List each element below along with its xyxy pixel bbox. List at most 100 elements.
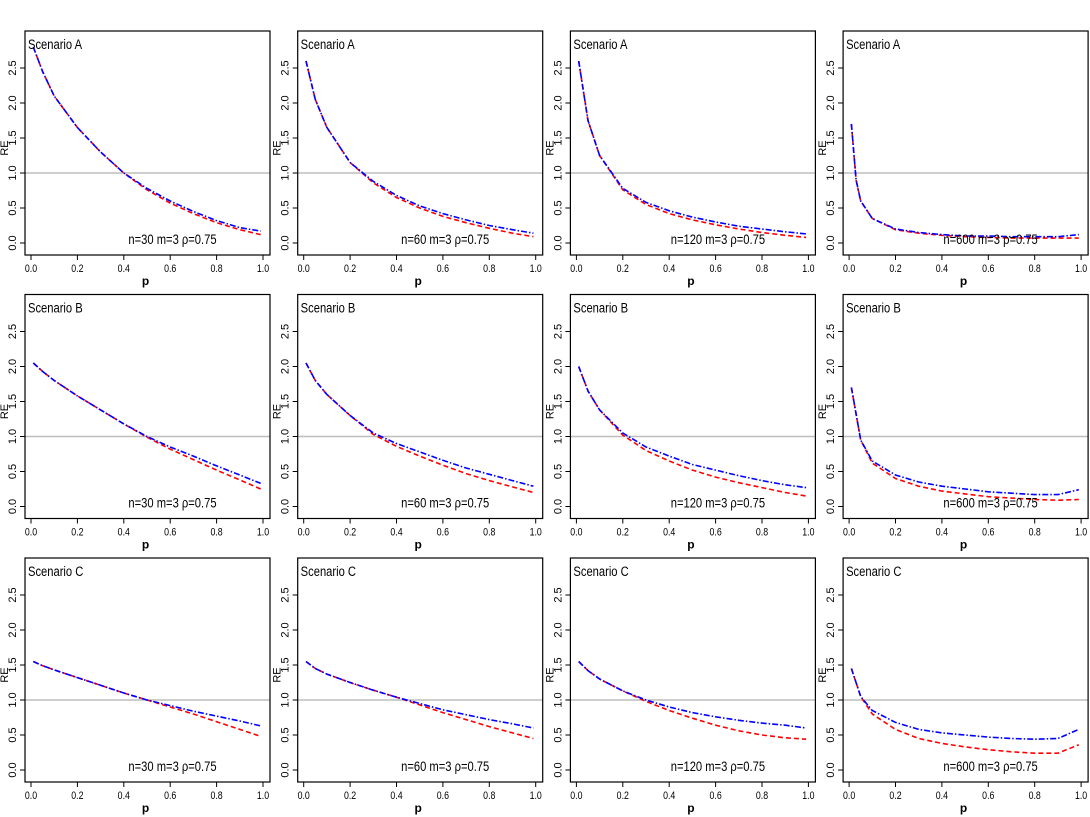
chart-panel: 0.0 0.2 0.4 0.6 0.8 1.0 0.0 0.5 1.0 1.5 2.0 2.5 RE p S…	[0, 30, 271, 288]
plot-frame	[569, 557, 817, 783]
x-tick-label: 0.8	[210, 263, 223, 275]
x-tick-label: 0.8	[483, 263, 496, 275]
y-axis-label: RE	[544, 667, 556, 682]
y-tick-label: 2.0	[825, 359, 837, 374]
y-tick-label: 0.5	[552, 727, 564, 742]
chart-panel: 0.0 0.2 0.4 0.6 0.8 1.0 0.0 0.5 1.0 1.5 2.0 2.5 RE p S…	[544, 293, 817, 552]
panel-title: Scenario A	[846, 37, 901, 52]
y-tick-label: 0.5	[280, 727, 292, 742]
x-axis-label: p	[415, 801, 422, 815]
x-tick-label: 0.0	[25, 790, 38, 802]
x-tick-label: 1.0	[530, 263, 543, 275]
plot-frame	[569, 293, 817, 520]
x-tick-label: 0.2	[344, 790, 357, 802]
chart-panel: 0.0 0.2 0.4 0.6 0.8 1.0 0.0 0.5 1.0 1.5 2.0 2.5 RE p S…	[817, 30, 1089, 288]
y-tick-label: 1.0	[280, 165, 292, 180]
x-tick-label: 0.6	[437, 790, 450, 802]
y-axis-label: RE	[817, 140, 829, 155]
chart-panel: 0.0 0.2 0.4 0.6 0.8 1.0 0.0 0.5 1.0 1.5 2.0 2.5 RE p S…	[544, 557, 817, 815]
y-tick-label: 1.5	[7, 130, 19, 145]
panel-title: Scenario A	[301, 37, 356, 52]
y-tick-label: 0.5	[552, 464, 564, 479]
y-tick-label: 2.5	[7, 587, 19, 602]
plot-frame	[24, 30, 271, 256]
panel-annotation: n=60 m=3 ρ=0.75	[401, 232, 489, 247]
y-tick-label: 2.5	[280, 324, 292, 339]
x-tick-label: 1.0	[802, 790, 815, 802]
y-tick-label: 1.0	[552, 692, 564, 707]
y-tick-label: 0.0	[825, 235, 837, 250]
x-tick-label: 1.0	[1075, 527, 1088, 539]
y-tick-label: 1.0	[280, 692, 292, 707]
x-tick-label: 0.2	[71, 263, 84, 275]
panel-annotation: n=30 m=3 ρ=0.75	[128, 759, 216, 774]
x-tick-label: 0.6	[164, 263, 177, 275]
panel-title: Scenario C	[573, 564, 628, 579]
y-tick-label: 0.5	[7, 464, 19, 479]
y-tick-label: 0.5	[7, 727, 19, 742]
y-tick-label: 2.5	[825, 324, 837, 339]
x-tick-label: 1.0	[1075, 263, 1088, 275]
x-tick-label: 0.6	[709, 790, 722, 802]
panel-title: Scenario C	[846, 564, 901, 579]
y-tick-label: 0.5	[280, 200, 292, 215]
x-tick-label: 0.0	[570, 790, 583, 802]
series-line-red	[32, 660, 261, 738]
panel-annotation: n=120 m=3 ρ=0.75	[671, 495, 765, 510]
x-axis-label: p	[960, 801, 967, 815]
x-tick-label: 0.2	[344, 263, 357, 275]
x-tick-label: 0.8	[483, 790, 496, 802]
series-line-blue	[850, 123, 1079, 238]
x-axis-label: p	[142, 538, 149, 552]
panel-annotation: n=600 m=3 ρ=0.75	[943, 495, 1037, 510]
x-tick-label: 1.0	[257, 790, 270, 802]
x-tick-label: 0.4	[118, 790, 131, 802]
x-axis-label: p	[960, 538, 967, 552]
x-tick-label: 0.0	[25, 263, 38, 275]
y-tick-label: 1.0	[7, 429, 19, 444]
x-tick-label: 0.8	[210, 790, 223, 802]
plot-frame	[297, 557, 544, 783]
x-tick-label: 1.0	[802, 527, 815, 539]
chart-panel: 0.0 0.2 0.4 0.6 0.8 1.0 0.0 0.5 1.0 1.5 2.0 2.5 RE p S…	[272, 293, 544, 552]
y-tick-label: 1.0	[825, 165, 837, 180]
y-axis-label: RE	[544, 404, 556, 419]
plot-frame	[842, 557, 1089, 783]
y-axis-label: RE	[272, 140, 284, 155]
y-axis-label: RE	[0, 667, 11, 682]
y-tick-label: 2.0	[7, 359, 19, 374]
y-tick-label: 1.0	[552, 165, 564, 180]
x-tick-label: 0.2	[617, 263, 630, 275]
y-tick-label: 1.0	[552, 429, 564, 444]
x-tick-label: 1.0	[802, 263, 815, 275]
x-tick-label: 0.8	[756, 790, 769, 802]
x-tick-label: 0.6	[709, 263, 722, 275]
x-tick-label: 0.4	[118, 527, 131, 539]
y-tick-label: 2.0	[552, 622, 564, 637]
panel-title: Scenario B	[573, 300, 628, 315]
chart-panel: 0.0 0.2 0.4 0.6 0.8 1.0 0.0 0.5 1.0 1.5 2.0 2.5 RE p S…	[817, 557, 1089, 815]
x-tick-label: 0.2	[889, 790, 902, 802]
x-tick-label: 0.4	[936, 790, 949, 802]
y-tick-label: 0.5	[825, 464, 837, 479]
x-tick-label: 0.2	[617, 790, 630, 802]
x-axis-label: p	[960, 274, 967, 288]
series-line-red	[850, 123, 1079, 239]
series-line-red	[850, 387, 1079, 502]
plot-frame	[24, 293, 271, 520]
x-tick-label: 0.6	[982, 527, 995, 539]
panel-annotation: n=30 m=3 ρ=0.75	[128, 232, 216, 247]
x-tick-label: 0.6	[164, 790, 177, 802]
series-line-blue	[850, 668, 1080, 741]
y-tick-label: 0.0	[552, 762, 564, 777]
y-tick-label: 2.0	[280, 359, 292, 374]
x-axis-label: p	[142, 274, 149, 288]
series-line-red	[32, 46, 261, 236]
y-tick-label: 1.5	[825, 130, 837, 145]
x-tick-label: 0.8	[1029, 527, 1042, 539]
series-line-red	[305, 60, 534, 238]
x-tick-label: 0.6	[982, 263, 995, 275]
y-tick-label: 0.0	[552, 499, 564, 514]
